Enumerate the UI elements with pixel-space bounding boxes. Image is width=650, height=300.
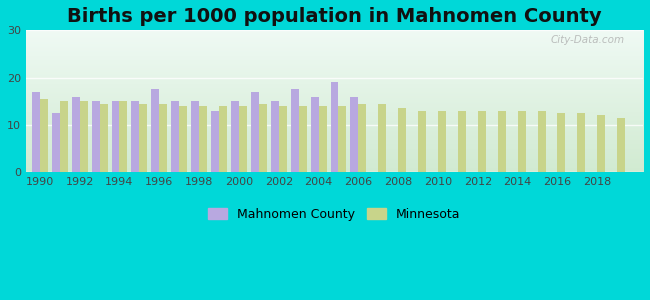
Bar xyxy=(517,111,526,172)
Bar xyxy=(358,103,367,172)
Bar xyxy=(418,111,426,172)
Bar xyxy=(171,101,179,172)
Bar xyxy=(99,103,107,172)
Bar xyxy=(60,101,68,172)
Bar xyxy=(298,106,307,172)
Bar xyxy=(72,97,80,172)
Bar xyxy=(291,89,298,172)
Bar xyxy=(398,108,406,172)
Bar xyxy=(239,106,247,172)
Bar xyxy=(438,111,446,172)
Bar xyxy=(330,82,339,172)
Bar xyxy=(318,106,326,172)
Bar xyxy=(112,101,120,172)
Text: City-Data.com: City-Data.com xyxy=(551,34,625,44)
Bar xyxy=(40,99,48,172)
Bar xyxy=(80,101,88,172)
Bar xyxy=(139,103,148,172)
Bar xyxy=(251,92,259,172)
Bar xyxy=(219,106,227,172)
Bar xyxy=(311,97,318,172)
Bar xyxy=(131,101,139,172)
Title: Births per 1000 population in Mahnomen County: Births per 1000 population in Mahnomen C… xyxy=(67,7,602,26)
Bar xyxy=(271,101,279,172)
Bar xyxy=(378,103,386,172)
Bar xyxy=(211,111,219,172)
Bar xyxy=(577,113,585,172)
Bar xyxy=(558,113,566,172)
Bar xyxy=(339,106,346,172)
Bar xyxy=(179,106,187,172)
Bar xyxy=(199,106,207,172)
Bar xyxy=(191,101,199,172)
Bar xyxy=(92,101,99,172)
Bar xyxy=(458,111,466,172)
Legend: Mahnomen County, Minnesota: Mahnomen County, Minnesota xyxy=(203,203,466,226)
Bar xyxy=(538,111,545,172)
Bar xyxy=(151,89,159,172)
Bar xyxy=(231,101,239,172)
Bar xyxy=(159,103,167,172)
Bar xyxy=(120,101,127,172)
Bar xyxy=(350,97,358,172)
Bar xyxy=(259,103,266,172)
Bar xyxy=(478,111,486,172)
Bar xyxy=(32,92,40,172)
Bar xyxy=(618,118,625,172)
Bar xyxy=(279,106,287,172)
Bar xyxy=(52,113,60,172)
Bar xyxy=(498,111,506,172)
Bar xyxy=(597,116,605,172)
